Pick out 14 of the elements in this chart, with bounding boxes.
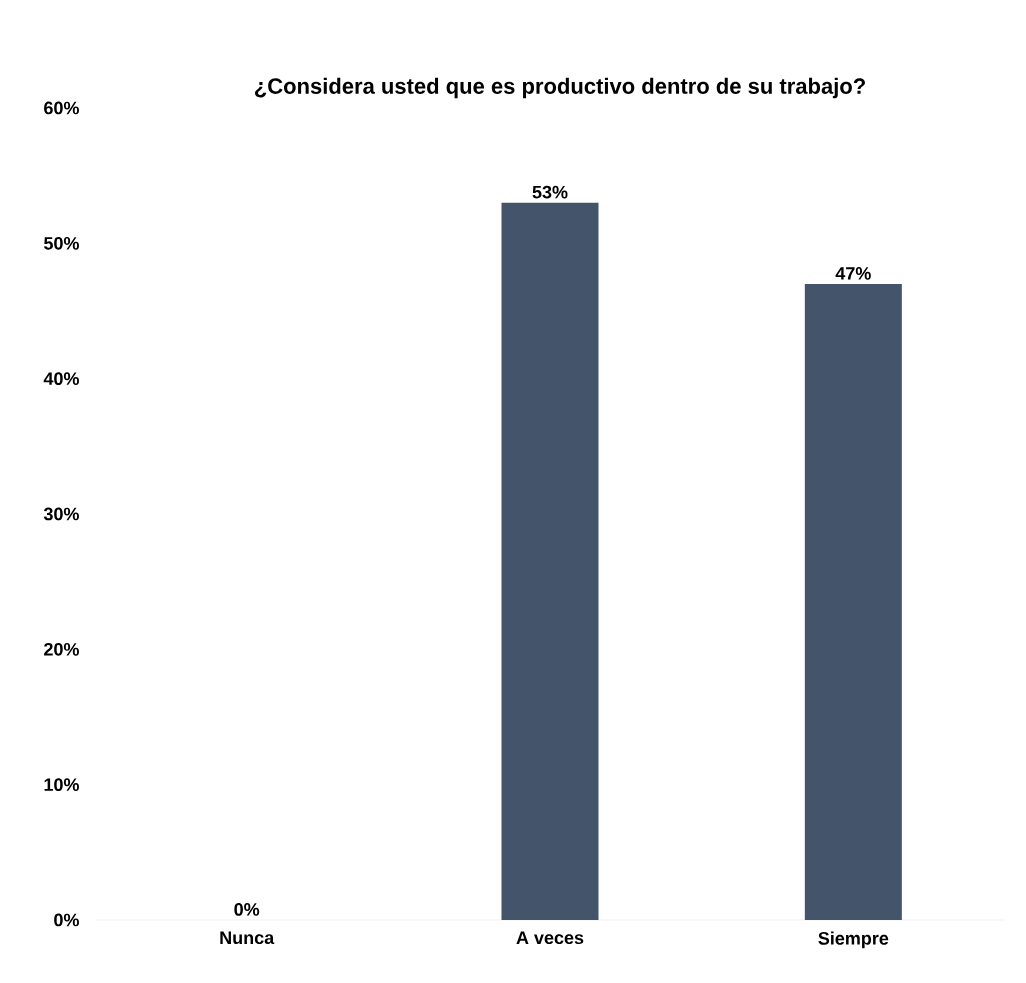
y-tick-label: 0% [54,913,79,927]
y-tick-label: 50% [44,236,79,250]
y-tick-label: 30% [43,507,79,521]
x-tick-label: A veces [516,931,584,945]
x-tick-label: Siempre [818,931,889,949]
y-tick-label: 40% [43,372,79,386]
y-tick-label: 10% [44,778,79,792]
y-tick-label: 20% [44,642,79,656]
data-label: 53% [532,185,568,199]
y-tick-label: 60% [44,101,79,115]
data-label: 47% [835,267,871,280]
chart-title: ¿Considera usted que es productivo dentro de su trabajo? [255,77,865,99]
x-tick-label: Nunca [220,931,275,945]
data-label: 0% [234,903,260,916]
